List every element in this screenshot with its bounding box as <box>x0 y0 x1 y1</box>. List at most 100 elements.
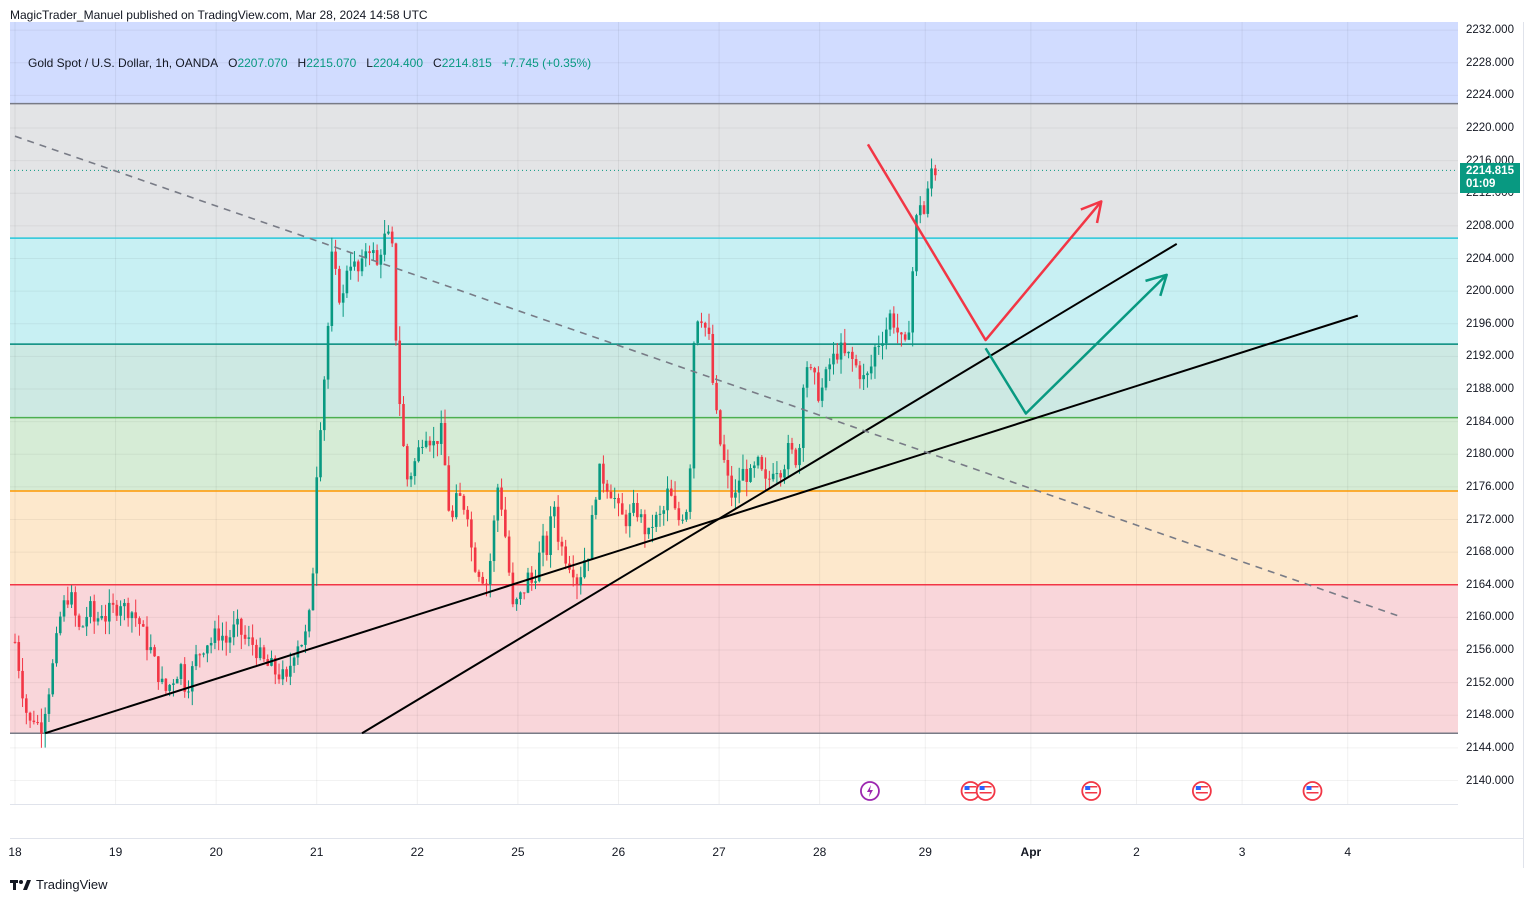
price-tick-label: 2204.000 <box>1466 252 1514 265</box>
candle-body <box>345 270 349 294</box>
candle-body <box>571 569 575 578</box>
candle-body <box>643 514 647 535</box>
candle-body <box>685 511 688 520</box>
candle-body <box>138 618 141 625</box>
price-axis[interactable]: 2140.000 2144.000 2148.000 2152.000 2156.000… <box>1458 22 1534 805</box>
flag-stripe <box>1085 789 1098 791</box>
candle-body <box>228 637 232 643</box>
candle-body <box>673 495 677 509</box>
price-tick-label: 2152.000 <box>1466 676 1514 689</box>
candle-body <box>221 635 224 641</box>
candle-body <box>877 345 881 348</box>
candle-body <box>107 602 111 622</box>
candle-body <box>187 691 190 693</box>
candle-body <box>119 606 122 616</box>
flag-stripe <box>1306 786 1319 788</box>
flag-stripe <box>1085 792 1098 794</box>
candle-body <box>304 631 307 645</box>
candle-body <box>172 683 175 685</box>
candle-body <box>58 616 62 634</box>
flag-stripe <box>1085 795 1098 797</box>
candle-body <box>737 480 741 493</box>
candle-body <box>85 616 88 627</box>
candle-body <box>194 654 198 667</box>
price-chart[interactable] <box>10 22 1458 805</box>
candle-body <box>602 463 605 484</box>
price-tick-label: 2228.000 <box>1466 56 1514 69</box>
candle-body <box>549 516 552 555</box>
candle-body <box>715 382 718 411</box>
time-tick-label: Apr <box>1020 845 1042 859</box>
candle-body <box>255 644 258 659</box>
candle-body <box>157 656 160 683</box>
candle-body <box>492 520 496 562</box>
candle-body <box>903 334 907 340</box>
candle-body <box>692 342 696 469</box>
candle-body <box>251 637 254 645</box>
price-tick-label: 2180.000 <box>1466 448 1514 461</box>
candle-body <box>66 600 70 605</box>
time-tick-label: 25 <box>511 845 525 859</box>
candle-body <box>183 664 187 692</box>
candle-body <box>417 447 420 462</box>
flag-stripe <box>1195 789 1208 791</box>
candle-body <box>598 463 601 500</box>
chart-area[interactable]: Gold Spot / U.S. Dollar, 1h, OANDA O2207… <box>10 22 1458 805</box>
candle-body <box>123 602 126 607</box>
candle-body <box>918 205 922 216</box>
price-tick-label: 2156.000 <box>1466 644 1514 657</box>
footer-brand: TradingView <box>10 877 108 892</box>
candle-body <box>202 653 205 655</box>
candle-body <box>488 561 492 585</box>
legend-close-label: C <box>433 56 442 70</box>
candle-body <box>802 387 805 448</box>
candle-body <box>92 601 96 622</box>
candle-body <box>794 449 798 466</box>
candle-body <box>843 342 847 354</box>
candle-body <box>470 519 473 548</box>
candle-body <box>779 473 782 478</box>
candle-body <box>632 502 635 513</box>
last-price-badge: 2214.815 01:09 <box>1460 163 1520 194</box>
zone-band-6 <box>10 584 1458 734</box>
price-tick-label: 2224.000 <box>1466 89 1514 102</box>
time-tick-label: 18 <box>8 845 22 859</box>
flag-canton <box>979 786 985 790</box>
flag-stripe <box>1306 795 1319 797</box>
candle-body <box>605 483 609 492</box>
candle-body <box>771 473 775 480</box>
projection-arrowhead-0 <box>1080 200 1103 224</box>
candle-body <box>364 251 368 259</box>
legend-open-label: O <box>228 56 238 70</box>
flag-stripe <box>1195 792 1208 794</box>
time-axis[interactable]: 18 19 20 21 22 25 26 27 28 29 Apr 2 3 4 <box>8 838 1458 868</box>
candle-body <box>628 512 632 527</box>
flag-stripe <box>1195 786 1208 788</box>
price-tick-label: 2148.000 <box>1466 709 1514 722</box>
us-flag-icon <box>1302 781 1323 801</box>
candle-body <box>828 364 832 370</box>
candle-body <box>839 342 843 360</box>
candle-body <box>443 422 447 466</box>
zone-band-1 <box>10 103 1458 239</box>
candle-body <box>145 626 149 651</box>
candle-body <box>669 488 673 496</box>
us-flag-icon <box>975 781 996 801</box>
candle-body <box>334 251 337 269</box>
candle-body <box>398 340 402 405</box>
candle-body <box>832 353 835 365</box>
candle-body <box>504 509 507 537</box>
candle-body <box>36 722 39 724</box>
zone-band-2 <box>10 238 1458 345</box>
candle-body <box>232 624 236 638</box>
candle-body <box>447 465 451 511</box>
candle-body <box>881 343 884 346</box>
legend-low: 2204.400 <box>372 56 424 70</box>
candle-body <box>70 592 73 605</box>
candle-body <box>330 251 334 326</box>
candle-body <box>892 313 896 328</box>
candle-body <box>319 430 322 478</box>
candle-body <box>884 329 888 344</box>
candle-body <box>888 313 892 330</box>
flag-stripe <box>979 786 992 788</box>
